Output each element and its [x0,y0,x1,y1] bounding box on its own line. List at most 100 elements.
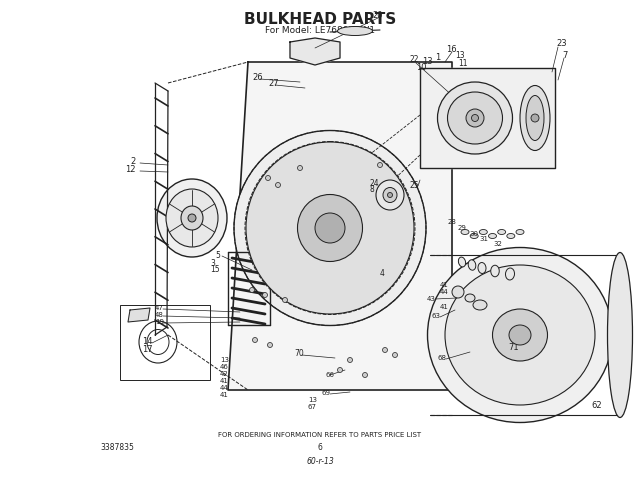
Ellipse shape [234,131,426,325]
Text: 6: 6 [350,239,355,248]
Ellipse shape [498,229,506,235]
Text: 41: 41 [440,282,449,288]
Ellipse shape [298,166,303,170]
Ellipse shape [493,309,547,361]
Text: 44: 44 [220,385,228,391]
Text: 41: 41 [440,304,449,310]
Polygon shape [128,308,150,322]
Ellipse shape [275,182,280,188]
Ellipse shape [337,26,372,36]
Ellipse shape [452,286,464,298]
Text: 8: 8 [370,185,375,194]
Ellipse shape [266,176,271,180]
Text: 43: 43 [427,296,436,302]
Text: 2: 2 [130,157,135,167]
Text: FOR ORDERING INFORMATION REFER TO PARTS PRICE LIST: FOR ORDERING INFORMATION REFER TO PARTS … [218,432,422,438]
Polygon shape [290,38,340,65]
Text: 44: 44 [440,289,449,295]
Ellipse shape [472,115,479,121]
Text: 3: 3 [210,259,215,267]
Text: 68: 68 [438,355,447,361]
Ellipse shape [188,214,196,222]
Ellipse shape [445,265,595,405]
Text: 14: 14 [142,337,152,347]
Ellipse shape [461,229,469,235]
Text: 62: 62 [591,400,602,409]
Text: 19: 19 [155,319,164,325]
Text: 13: 13 [220,357,229,363]
Polygon shape [420,68,555,168]
Ellipse shape [478,263,486,274]
Ellipse shape [315,213,345,243]
Text: 27: 27 [268,80,278,88]
Text: 42: 42 [220,371,228,377]
Ellipse shape [157,179,227,257]
Ellipse shape [509,325,531,345]
Text: 13: 13 [422,58,433,67]
Text: 20: 20 [372,11,383,20]
Text: 31: 31 [479,236,488,242]
Text: 25: 25 [410,180,420,190]
Text: 6: 6 [317,444,323,453]
Text: 13: 13 [350,230,360,240]
Text: 22: 22 [410,56,419,64]
Ellipse shape [466,109,484,127]
Text: 32: 32 [493,241,502,247]
Ellipse shape [458,257,466,267]
Ellipse shape [506,268,515,280]
Ellipse shape [470,233,478,239]
Text: 13: 13 [308,397,317,403]
Text: 11: 11 [458,59,467,68]
Ellipse shape [268,343,273,348]
Text: 30: 30 [469,231,478,237]
Text: 66: 66 [326,372,335,378]
Bar [120,305,210,380]
Ellipse shape [447,92,502,144]
Ellipse shape [520,85,550,151]
Text: 24: 24 [370,179,380,188]
Text: 13: 13 [455,51,465,60]
Ellipse shape [507,233,515,239]
Text: 46: 46 [220,364,229,370]
Text: 63: 63 [432,313,441,319]
Ellipse shape [383,348,387,352]
Ellipse shape [438,82,513,154]
Text: 41: 41 [220,392,229,398]
Text: 28: 28 [448,219,457,225]
Polygon shape [228,62,452,390]
Ellipse shape [298,194,362,262]
Ellipse shape [246,142,414,314]
Ellipse shape [376,180,404,210]
Ellipse shape [348,358,353,362]
Ellipse shape [465,294,475,302]
Text: 48: 48 [155,312,164,318]
Ellipse shape [387,192,392,197]
Ellipse shape [526,96,544,141]
Text: 7: 7 [562,50,568,60]
Ellipse shape [607,252,632,418]
Text: 71: 71 [508,344,518,352]
Ellipse shape [362,372,367,377]
Ellipse shape [262,292,268,298]
Ellipse shape [253,337,257,343]
Ellipse shape [428,248,612,422]
Text: 17: 17 [142,346,152,355]
Text: 69: 69 [322,390,331,396]
Text: 23: 23 [556,38,566,48]
Text: 41: 41 [220,378,229,384]
Ellipse shape [383,188,397,203]
Text: 10: 10 [416,63,426,72]
Text: 4: 4 [380,268,385,277]
Ellipse shape [531,114,539,122]
Ellipse shape [282,298,287,302]
Ellipse shape [337,368,342,372]
Ellipse shape [479,229,487,235]
Text: 15: 15 [210,265,220,275]
Text: 47: 47 [155,305,164,311]
Ellipse shape [166,189,218,247]
Text: 67: 67 [308,404,317,410]
Text: 5: 5 [215,251,220,260]
Ellipse shape [250,288,255,292]
Text: For Model: LE7680XSW1: For Model: LE7680XSW1 [265,26,375,35]
Text: 29: 29 [458,225,467,231]
